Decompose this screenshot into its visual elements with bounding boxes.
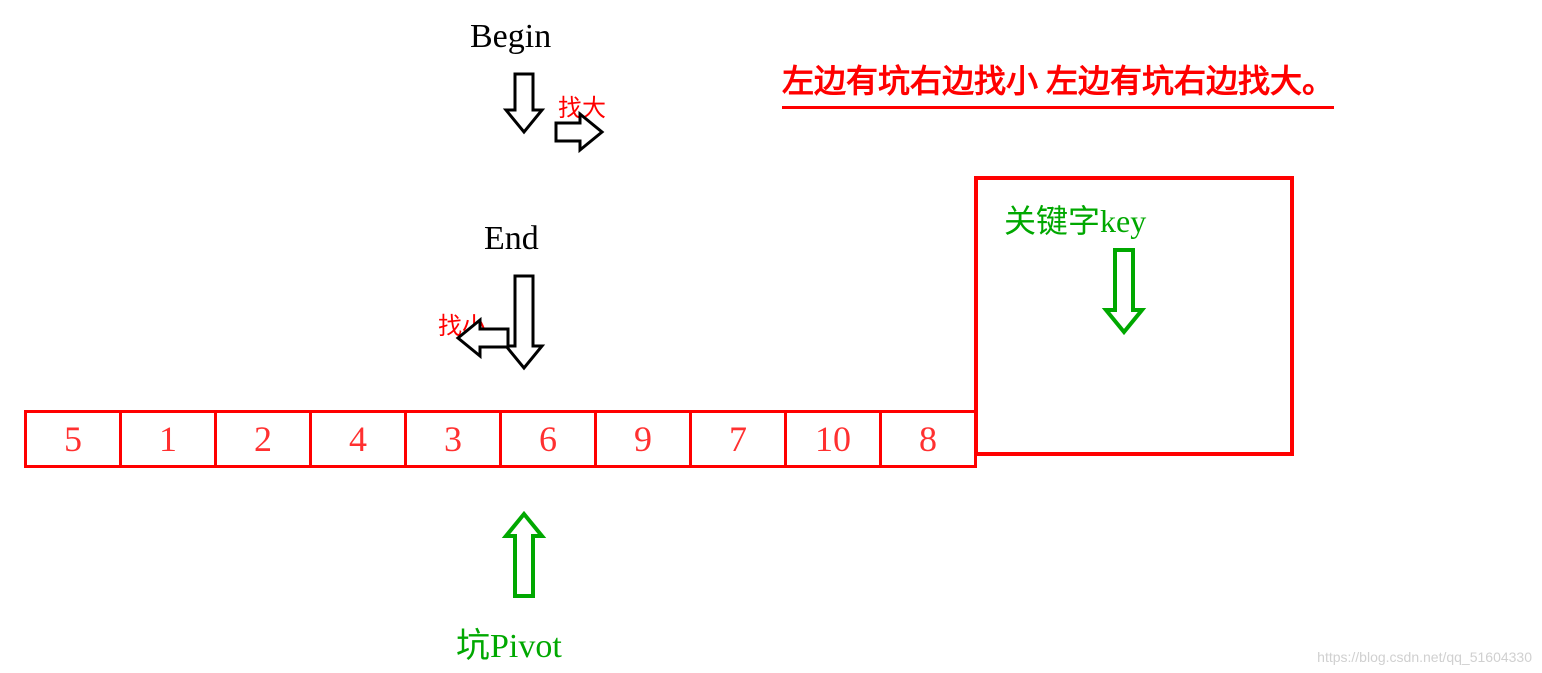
find-small-label: 找小 (438, 314, 486, 340)
array-cell-value: 5 (64, 418, 82, 460)
array-cell-value: 1 (159, 418, 177, 460)
find-big-label: 找大 (558, 96, 606, 122)
array-cell: 1 (119, 410, 217, 468)
end-label-wrap: End (484, 220, 539, 258)
array-cell: 2 (214, 410, 312, 468)
array-cell: 4 (309, 410, 407, 468)
array-cell: 10 (784, 410, 882, 468)
begin-label-wrap: Begin (470, 18, 551, 56)
find-small-label-wrap: 找小 (438, 306, 486, 341)
array-cell-value: 7 (729, 418, 747, 460)
end-label: End (484, 220, 539, 257)
pivot-label-wrap: 坑Pivot (456, 618, 562, 667)
array-cell: 7 (689, 410, 787, 468)
array-cell: 5 (24, 410, 122, 468)
array-cell: 3 (404, 410, 502, 468)
find-big-label-wrap: 找大 (558, 88, 606, 123)
array-cell-value: 4 (349, 418, 367, 460)
key-label-wrap: 关键字key (1004, 196, 1146, 242)
pivot-label: 坑Pivot (456, 628, 562, 665)
begin-label: Begin (470, 18, 551, 55)
watermark: https://blog.csdn.net/qq_51604330 (1317, 649, 1532, 665)
array-row: 5 1 2 4 3 6 9 7 10 8 (24, 410, 977, 468)
array-cell-value: 8 (919, 418, 937, 460)
rule-text: 左边有坑右边找小 左边有坑右边找大。 (782, 56, 1334, 109)
array-cell-value: 6 (539, 418, 557, 460)
array-cell-value: 10 (815, 418, 851, 460)
array-cell: 8 (879, 410, 977, 468)
array-cell-value: 2 (254, 418, 272, 460)
key-label: 关键字key (1004, 203, 1146, 239)
array-cell: 6 (499, 410, 597, 468)
array-cell-value: 3 (444, 418, 462, 460)
array-cell: 9 (594, 410, 692, 468)
rule-label: 左边有坑右边找小 左边有坑右边找大。 (782, 63, 1334, 99)
array-cell-value: 9 (634, 418, 652, 460)
